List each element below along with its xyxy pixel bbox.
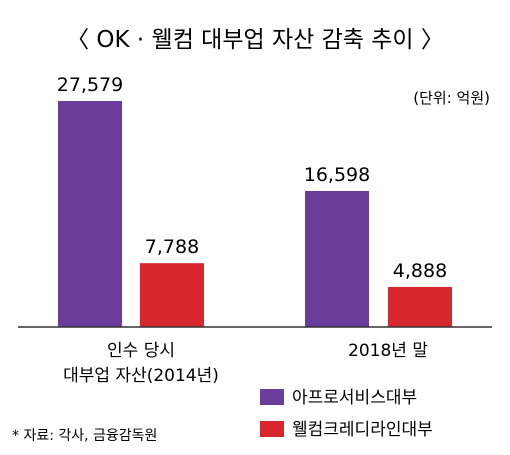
legend-label: 아프로서비스대부 [292, 388, 417, 408]
source-note: * 자료: 각사, 금융감독원 [12, 428, 157, 444]
data-label: 27,579 [57, 74, 123, 96]
category-label: 인수 당시 [107, 341, 175, 361]
legend-swatch [260, 421, 284, 437]
chart-title: 〈 OK · 웰컴 대부업 자산 감축 추이 〉 [66, 27, 444, 53]
category-label: 대부업 자산(2014년) [63, 366, 219, 386]
bar-group: 27,579 16,598 7,788 4,888 [57, 74, 452, 327]
bar-welcomecredit-0 [140, 263, 204, 327]
data-label: 7,788 [145, 236, 199, 258]
bar-aprosvc-0 [58, 101, 122, 327]
legend-swatch [260, 389, 284, 405]
data-label: 16,598 [304, 164, 370, 186]
bar-aprosvc-1 [305, 190, 369, 327]
category-label: 2018년 말 [348, 341, 428, 361]
data-label: 4,888 [393, 260, 447, 282]
unit-note: (단위: 억원) [413, 89, 490, 107]
bar-welcomecredit-1 [388, 286, 452, 327]
legend-label: 웰컴크레디라인대부 [292, 420, 433, 440]
